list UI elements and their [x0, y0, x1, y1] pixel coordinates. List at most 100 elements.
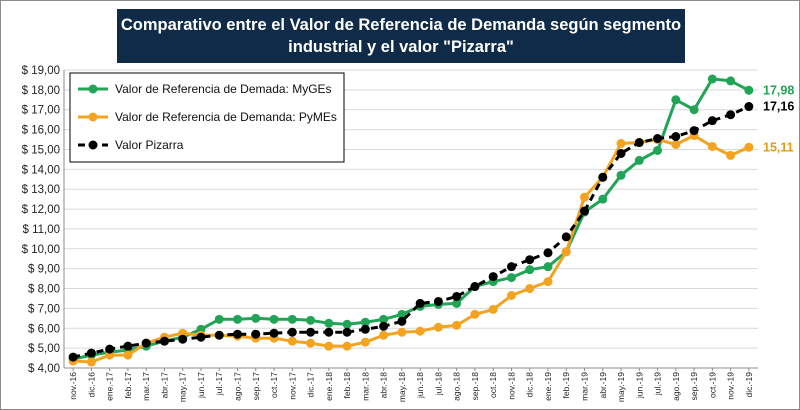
x-tick-label: may.-17: [178, 372, 188, 402]
data-point: [324, 318, 334, 328]
x-tick-label: ago.-19: [671, 372, 681, 401]
data-point: [543, 277, 553, 287]
data-point: [86, 348, 96, 358]
x-tick-label: ene.-19: [543, 372, 553, 401]
x-tick-label: oct.-17: [269, 372, 279, 398]
x-tick-label: abr.-17: [159, 372, 169, 399]
y-tick-label: $ 11,00: [22, 224, 60, 236]
x-tick-label: feb.-18: [342, 372, 352, 399]
chart-title: Comparativo entre el Valor de Referencia…: [117, 9, 685, 63]
x-tick-label: feb.-19: [561, 372, 571, 399]
data-point: [360, 337, 370, 347]
x-tick-label: oct.-19: [707, 372, 717, 398]
data-point: [233, 314, 242, 324]
data-point: [324, 327, 334, 337]
end-value-label: 15,11: [763, 140, 794, 154]
data-point: [616, 139, 626, 149]
data-point: [580, 206, 589, 216]
data-point: [525, 265, 535, 275]
chart-title-line-2: industrial y el valor "Pizarra": [288, 38, 514, 56]
data-point: [287, 336, 297, 346]
data-point: [379, 321, 389, 331]
data-point: [379, 330, 389, 340]
x-tick-label: nov.-17: [287, 372, 297, 400]
data-point: [214, 330, 224, 340]
y-tick-label: $ 8,00: [28, 284, 60, 296]
data-point: [616, 148, 626, 158]
data-point: [360, 324, 370, 334]
data-point: [689, 105, 699, 115]
data-point: [306, 315, 316, 325]
data-point: [488, 272, 498, 282]
x-tick-label: nov.-16: [68, 372, 78, 400]
x-tick-label: sep.-18: [470, 372, 480, 401]
y-tick-label: $ 10,00: [22, 244, 60, 256]
data-point: [397, 309, 407, 319]
data-point: [707, 116, 717, 126]
data-point: [251, 313, 261, 323]
data-point: [598, 172, 608, 182]
x-tick-label: feb.-17: [123, 372, 133, 399]
y-tick-label: $ 13,00: [22, 184, 60, 196]
x-tick-label: jun.-17: [196, 372, 206, 399]
data-point: [324, 341, 334, 351]
data-point: [580, 192, 589, 202]
x-tick-label: jul.-18: [433, 372, 443, 396]
data-point: [598, 194, 608, 204]
y-tick-label: $ 6,00: [28, 323, 60, 335]
data-point: [525, 284, 535, 294]
data-point: [306, 327, 316, 337]
data-point: [506, 273, 516, 283]
x-tick-label: dic.-18: [525, 372, 535, 398]
data-point: [525, 255, 535, 265]
y-tick-label: $ 15,00: [22, 144, 60, 156]
data-point: [634, 155, 644, 165]
data-point: [306, 338, 316, 348]
data-point: [744, 85, 754, 95]
legend-label: Valor de Referencia de Demanda: PyMEs: [115, 110, 337, 124]
data-point: [726, 150, 736, 160]
data-point: [452, 320, 462, 330]
data-point: [360, 317, 370, 327]
data-point: [671, 132, 681, 142]
data-point: [452, 298, 462, 308]
x-tick-label: jun.-18: [415, 372, 425, 399]
data-point: [342, 319, 352, 329]
y-tick-label: $ 9,00: [28, 264, 60, 276]
data-point: [397, 316, 407, 326]
x-tick-label: jul.-19: [653, 372, 663, 396]
data-point: [470, 282, 480, 292]
data-point: [671, 140, 681, 149]
data-point: [123, 341, 133, 351]
legend-label: Valor Pizarra: [115, 138, 184, 152]
data-point: [506, 262, 516, 272]
data-point: [634, 138, 644, 148]
data-point: [287, 314, 297, 324]
x-tick-label: sep.-17: [251, 372, 261, 401]
legend-marker: [88, 112, 98, 122]
x-tick-label: abr.-19: [598, 372, 608, 399]
data-point: [689, 126, 699, 136]
data-point: [415, 326, 425, 336]
data-point: [233, 329, 242, 339]
y-tick-label: $ 4,00: [28, 363, 60, 375]
end-value-label: 17,16: [763, 100, 794, 114]
x-tick-label: dic.-19: [744, 372, 754, 398]
y-tick-label: $ 5,00: [28, 343, 60, 355]
data-point: [506, 290, 516, 300]
data-point: [671, 95, 681, 105]
legend-label: Valor de Referencia de Demada: MyGEs: [115, 82, 332, 96]
data-point: [105, 344, 115, 354]
data-point: [744, 142, 754, 152]
data-point: [214, 314, 224, 324]
x-tick-label: mar.-17: [141, 372, 151, 401]
data-point: [543, 248, 553, 258]
data-point: [452, 291, 462, 301]
data-point: [653, 145, 663, 155]
x-tick-label: abr.-18: [379, 372, 389, 399]
data-point: [287, 327, 297, 337]
x-tick-label: oct.-18: [488, 372, 498, 398]
data-point: [269, 328, 279, 338]
x-tick-label: ago.-17: [233, 372, 243, 401]
